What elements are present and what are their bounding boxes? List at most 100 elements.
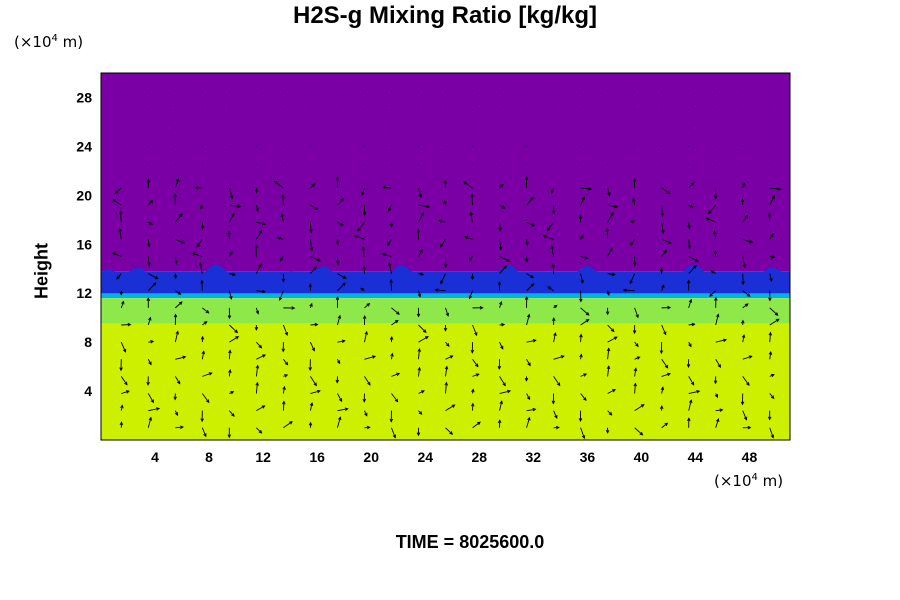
wind-arrow [713,230,717,240]
wind-arrow [310,256,321,262]
wind-arrow [769,393,775,400]
wind-arrow [120,300,125,309]
wind-arrow [417,347,421,360]
wind-arrow [310,322,319,327]
wind-arrow [256,427,263,434]
wind-arrow [148,221,154,225]
wind-arrow [526,109,528,111]
wind-arrow [228,369,232,377]
wind-arrow [147,164,149,166]
wind-arrow [632,177,637,189]
wind-arrow [364,355,376,360]
wind-arrow [417,109,419,111]
wind-arrow [228,212,235,223]
wind-arrow [742,256,747,269]
wind-arrow [227,427,232,439]
wind-arrow [279,256,284,262]
wind-arrow [742,376,750,386]
wind-arrow [148,340,155,344]
field-layer-lower [101,323,790,440]
wind-arrow [742,238,754,244]
wind-arrow [146,376,150,386]
wind-arrow [277,236,284,241]
wind-arrow [661,145,663,147]
wind-arrow [688,376,695,386]
wind-arrow [283,374,289,378]
wind-arrow [228,90,230,92]
wind-arrow [148,407,161,412]
wind-arrow [310,204,319,211]
wind-arrow [147,393,154,404]
wind-arrow [445,109,446,111]
x-tick-label: 16 [309,449,325,465]
wind-arrow [281,342,286,353]
wind-arrow [336,145,338,147]
time-readout: TIME = 8025600.0 [0,532,900,553]
wind-arrow [688,90,690,92]
wind-arrow [769,427,775,439]
wind-arrow [120,341,127,353]
wind-arrow [605,307,610,316]
wind-arrow [742,182,746,189]
wind-arrow [174,145,176,147]
x-tick-label: 8 [205,449,213,465]
wind-arrow [553,332,557,343]
wind-arrow [174,376,181,385]
wind-arrow [472,145,474,147]
wind-arrow [579,290,583,303]
wind-arrow [255,364,260,377]
wind-arrow [228,145,230,147]
wind-arrow [607,145,609,147]
wind-arrow [740,393,745,406]
wind-arrow [147,109,149,111]
wind-arrow [768,331,773,343]
wind-arrow [742,127,744,129]
wind-arrow [280,213,285,223]
wind-arrow [174,90,176,92]
wind-arrow [715,109,717,111]
wind-arrow [497,281,502,291]
wind-arrow [390,352,394,360]
field-layer-transition [101,289,790,299]
wind-arrow [498,239,503,251]
wind-arrow [255,109,257,111]
wind-arrow [283,421,293,429]
y-tick-label: 20 [76,187,92,203]
wind-arrow [687,222,691,230]
wind-arrow [227,230,231,240]
x-axis-unit: (×104 m) [714,472,784,490]
wind-arrow [524,176,529,188]
wind-arrow [255,164,257,166]
wind-arrow [309,109,311,111]
wind-arrow [309,341,315,352]
wind-arrow [418,187,423,199]
wind-arrow [524,295,529,308]
wind-arrow [468,290,473,300]
wind-arrow [499,145,501,147]
wind-arrow [147,282,157,292]
wind-arrow [607,389,616,394]
wind-arrow [310,376,317,387]
wind-arrow [255,307,260,315]
wind-arrow [526,407,537,412]
wind-arrow [282,90,284,92]
wind-arrow [634,145,636,147]
wind-arrow [688,182,695,189]
wind-arrow [309,302,313,309]
wind-arrow [200,335,205,343]
wind-arrow [418,336,429,343]
wind-arrow [714,187,718,200]
wind-arrow [201,427,207,438]
time-label: TIME = [395,532,460,552]
x-tick-label: 12 [255,449,271,465]
wind-arrow [440,273,446,285]
wind-arrow [417,127,419,129]
wind-arrow [553,145,555,147]
wind-arrow [659,405,664,411]
wind-arrow [336,359,341,365]
mixing-ratio-field [101,73,790,440]
wind-arrow [713,249,718,257]
wind-arrow [464,235,473,240]
wind-arrow [471,402,475,411]
wind-arrow [417,145,419,147]
